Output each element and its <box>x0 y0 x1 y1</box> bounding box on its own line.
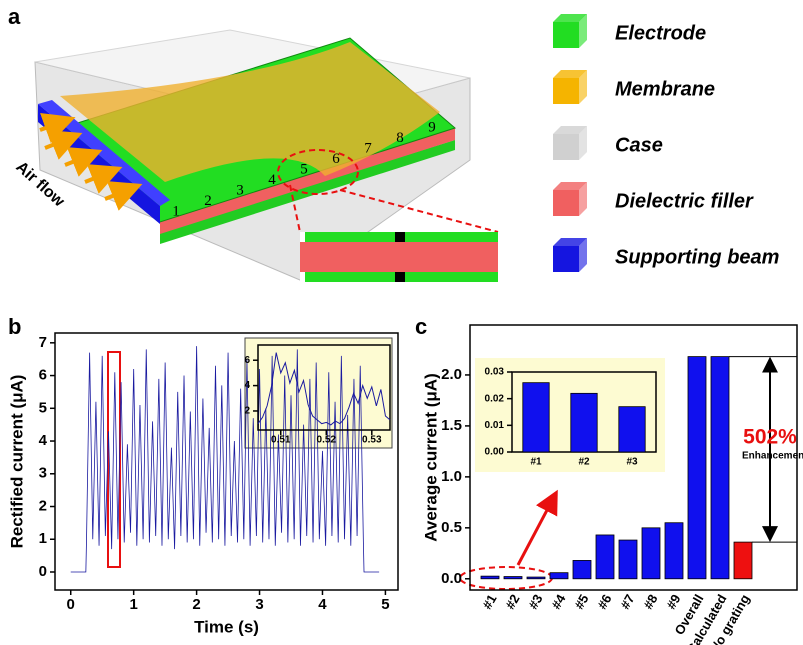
legend-cube <box>553 246 579 272</box>
x-tick-label: #4 <box>548 591 569 612</box>
bar <box>527 577 545 579</box>
bar <box>688 357 706 579</box>
legend-cube <box>553 190 579 216</box>
y-tick-label: 5 <box>39 399 47 416</box>
zoom-electrode <box>405 232 498 242</box>
x-tick-label: #1 <box>479 592 499 612</box>
panel-label: a <box>8 4 21 29</box>
bar <box>573 560 591 578</box>
y-tick-label: 6 <box>39 367 47 384</box>
zoom-electrode <box>405 272 498 282</box>
x-tick-label: #2 <box>578 457 590 468</box>
y-tick-label: 0.01 <box>485 420 505 431</box>
bar <box>571 393 597 452</box>
x-tick-label: 3 <box>255 596 263 613</box>
y-tick-label: 0.02 <box>485 393 505 404</box>
annotation-note: Enhancement <box>742 451 803 462</box>
x-tick-label: 1 <box>129 596 137 613</box>
x-axis-label: Time (s) <box>194 617 259 636</box>
y-tick-label: 7 <box>39 334 47 351</box>
y-tick-label: 6 <box>244 355 250 366</box>
x-tick-label: #1 <box>530 457 542 468</box>
y-tick-label: 0.00 <box>485 447 505 458</box>
bar <box>596 535 614 579</box>
segment-number: 4 <box>268 172 276 188</box>
y-tick-label: 1 <box>39 530 47 547</box>
bar <box>523 383 549 452</box>
x-tick-label: #5 <box>571 592 591 612</box>
panel-label: b <box>8 314 21 339</box>
x-tick-label: #3 <box>525 592 545 612</box>
x-tick-label: #8 <box>640 592 660 612</box>
y-tick-label: 2.0 <box>441 366 462 383</box>
y-tick-label: 0.03 <box>485 367 505 378</box>
x-tick-label: 0 <box>67 596 75 613</box>
legend-cube <box>553 22 579 48</box>
y-tick-label: 4 <box>39 432 48 449</box>
x-tick-label: #3 <box>626 457 638 468</box>
zoom-gap <box>395 272 405 282</box>
y-tick-label: 0 <box>39 563 47 580</box>
y-tick-label: 4 <box>244 380 250 391</box>
x-tick-label: 0.52 <box>317 435 337 446</box>
bar <box>711 357 729 579</box>
y-axis-label: Rectified current (μA) <box>7 375 26 549</box>
y-tick-label: 2 <box>39 497 47 514</box>
panel-label: c <box>415 314 427 339</box>
figure: Air flow a Electrode Membrane Case Dielectr… <box>0 0 803 645</box>
x-tick-label: #7 <box>617 592 637 612</box>
legend-label: Membrane <box>615 78 715 100</box>
y-tick-label: 1.5 <box>441 417 462 434</box>
bar <box>619 407 645 452</box>
y-axis-label: Average current (μA) <box>421 373 440 541</box>
bar <box>481 576 499 579</box>
x-tick-label: #9 <box>663 592 683 612</box>
segment-number: 9 <box>428 119 436 135</box>
legend: Electrode Membrane Case Dielectric filler Su… <box>553 14 779 272</box>
y-tick-label: 1.0 <box>441 468 462 485</box>
legend-label: Dielectric filler <box>615 190 754 212</box>
x-tick-label: #6 <box>594 592 614 612</box>
legend-cube <box>553 134 579 160</box>
segment-number: 3 <box>236 182 244 198</box>
zoom-gap <box>395 232 405 242</box>
y-tick-label: 0.5 <box>441 519 462 536</box>
pointer-arrow <box>518 495 555 565</box>
device-diagram: Air flow a <box>8 4 498 282</box>
annotation: 502% <box>743 426 797 449</box>
x-tick-label: 2 <box>192 596 200 613</box>
y-tick-label: 0.0 <box>441 570 462 587</box>
segment-number: 7 <box>364 140 372 156</box>
segment-number: 1 <box>172 203 180 219</box>
zoom-electrode <box>305 232 395 242</box>
bar <box>619 540 637 579</box>
legend-cube <box>553 78 579 104</box>
segment-number: 8 <box>396 130 404 146</box>
zoom-electrode <box>305 272 395 282</box>
segment-number: 2 <box>204 193 212 209</box>
bar <box>642 528 660 579</box>
zoom-dielectric <box>300 242 498 272</box>
inset-background <box>245 338 392 448</box>
y-tick-label: 2 <box>244 406 250 417</box>
bar <box>550 573 568 579</box>
x-tick-label: 5 <box>381 596 389 613</box>
bar <box>734 542 752 579</box>
x-tick-label: 0.53 <box>362 435 382 446</box>
segment-number: 6 <box>332 151 340 167</box>
legend-label: Electrode <box>615 22 706 44</box>
x-tick-label: 4 <box>318 596 327 613</box>
bar <box>504 577 522 579</box>
legend-label: Case <box>615 134 663 156</box>
x-tick-label: #2 <box>502 592 522 612</box>
y-tick-label: 3 <box>39 465 47 482</box>
segment-number: 5 <box>300 161 308 177</box>
legend-label: Supporting beam <box>615 246 779 268</box>
bar <box>665 523 683 579</box>
x-tick-label: 0.51 <box>271 435 291 446</box>
